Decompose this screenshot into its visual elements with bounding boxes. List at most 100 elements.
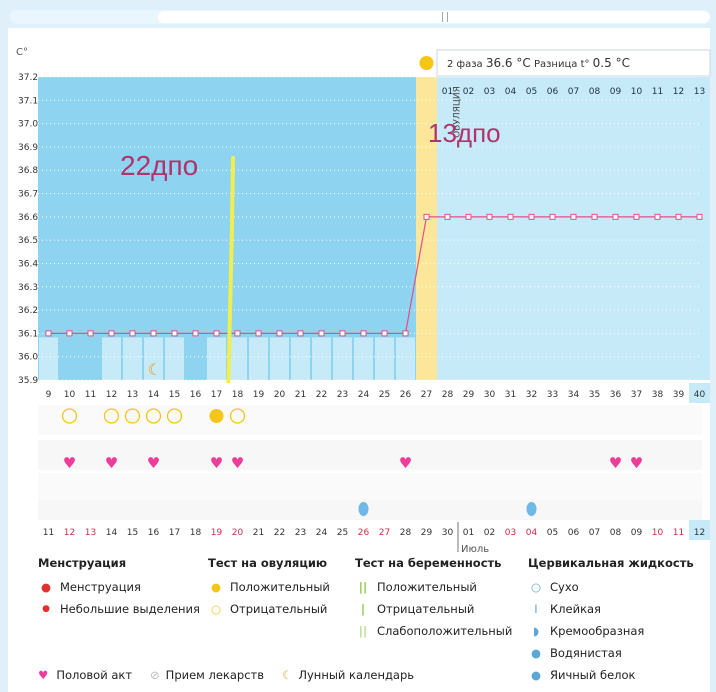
day-column-low: [39, 337, 58, 380]
legend-pregnancy: Тест на беременность || Положительный | От…: [355, 556, 512, 642]
temperature-point: [108, 330, 115, 337]
day-column: [122, 77, 143, 380]
watery-drop-icon: [526, 502, 537, 516]
calendar-row: [38, 520, 702, 542]
legend-item: ○ Сухо: [528, 576, 694, 598]
pill-icon: ⊘: [150, 668, 160, 682]
calendar-date: 19: [211, 528, 223, 538]
cycle-day-row: [38, 383, 702, 403]
calendar-date: 18: [190, 528, 202, 538]
y-tick-label: 36.5: [18, 236, 38, 246]
temperature-point: [549, 213, 556, 220]
cycle-day: 30: [484, 390, 496, 400]
temperature-point: [675, 213, 682, 220]
note-right: 13дпо: [428, 118, 501, 148]
day-column: [458, 77, 479, 380]
eggwhite-icon: ●: [530, 668, 542, 682]
phase2-day: 03: [484, 87, 495, 97]
legend-item: ♥ Половой акт: [38, 668, 133, 682]
legend-item: ● Небольшие выделения: [38, 598, 200, 620]
day-column-low: [144, 337, 163, 380]
day-column: [206, 77, 227, 380]
temperature-point: [633, 213, 640, 220]
day-column: [584, 77, 605, 380]
calendar-date: 03: [505, 528, 516, 538]
y-tick-label: 36.1: [18, 329, 38, 339]
heart-icon: ♥: [105, 454, 118, 472]
day-column-low: [165, 337, 184, 380]
day-column: [311, 77, 332, 380]
heart-icon: ♥: [210, 454, 223, 472]
temperature-point: [318, 330, 325, 337]
cycle-day: 27: [421, 390, 432, 400]
phase2-value: 36.6 °С: [486, 56, 531, 70]
legend-title: Менструация: [38, 556, 127, 570]
two-lines-icon: ||: [358, 580, 368, 594]
ovulation-negative-icon: [61, 408, 78, 424]
cycle-day: 28: [442, 390, 454, 400]
scrollbar[interactable]: [10, 10, 710, 24]
temperature-point: [213, 330, 220, 337]
day-column: [668, 77, 689, 380]
legend-item: ☾ Лунный календарь: [282, 668, 415, 682]
temperature-point: [150, 330, 157, 337]
cycle-day: 9: [46, 390, 52, 400]
calendar-date: 23: [295, 528, 306, 538]
legend-title: Тест на беременность: [355, 556, 502, 570]
y-tick-label: 37.0: [18, 120, 38, 130]
cycle-day: 29: [463, 390, 475, 400]
cycle-day: 37: [631, 390, 642, 400]
day-column: [353, 77, 374, 380]
cycle-day: 38: [652, 390, 664, 400]
day-column: [101, 77, 122, 380]
phase2-day: 13: [694, 87, 705, 97]
legend-item: I Клейкая: [528, 598, 694, 620]
temperature-point: [696, 213, 703, 220]
y-tick-label: 36.0: [18, 353, 38, 363]
day-column-low: [270, 337, 289, 380]
calendar-date: 12: [694, 528, 705, 538]
watery-drop-icon: ●: [530, 646, 542, 660]
scroll-grip-icon[interactable]: [442, 12, 448, 22]
cycle-day: 17: [211, 390, 222, 400]
phase2-day: 07: [568, 87, 579, 97]
y-tick-label: 36.4: [18, 259, 38, 269]
cycle-day: 20: [274, 390, 286, 400]
day-column: [542, 77, 563, 380]
legend-item: ◗ Кремообразная: [528, 620, 694, 642]
legend-menstruation: Менструация ● Менструация ● Небольшие выде…: [38, 556, 200, 620]
calendar-date: 01: [463, 528, 474, 538]
temperature-point: [360, 330, 367, 337]
ovulation-label: ОВУЛЯЦИЯ: [453, 86, 463, 138]
negative-circle-icon: ○: [210, 602, 222, 616]
heart-icon: ♥: [38, 668, 49, 682]
scroll-thumb[interactable]: [158, 11, 710, 23]
phase2-day: 10: [631, 87, 643, 97]
temperature-point: [192, 330, 199, 337]
cycle-day: 22: [316, 390, 327, 400]
drawn-marker-line: [226, 156, 235, 402]
cycle-day: 32: [526, 390, 537, 400]
temperature-point: [528, 213, 535, 220]
temperature-point: [171, 330, 178, 337]
temperature-point: [45, 330, 52, 337]
diff-label: Разница t°: [531, 59, 593, 70]
legend-item: ● Водянистая: [528, 642, 694, 664]
cycle-day: 16: [190, 390, 202, 400]
calendar-date: 04: [526, 528, 538, 538]
cycle-day: 10: [64, 390, 76, 400]
temperature-point: [654, 213, 661, 220]
cycle-day: 19: [253, 390, 265, 400]
day-column: [605, 77, 626, 380]
legend-item: ● Положительный: [208, 576, 330, 598]
cycle-day: 15: [169, 390, 180, 400]
legend-bottom: ♥ Половой акт ⊘ Прием лекарств ☾ Лунный кал…: [38, 668, 414, 682]
cycle-day: 13: [127, 390, 138, 400]
day-column: [143, 77, 164, 380]
today-highlight: [689, 520, 710, 540]
calendar-date: 11: [43, 528, 54, 538]
day-column: [647, 77, 668, 380]
calendar-date: 12: [64, 528, 75, 538]
calendar-date: 09: [631, 528, 643, 538]
